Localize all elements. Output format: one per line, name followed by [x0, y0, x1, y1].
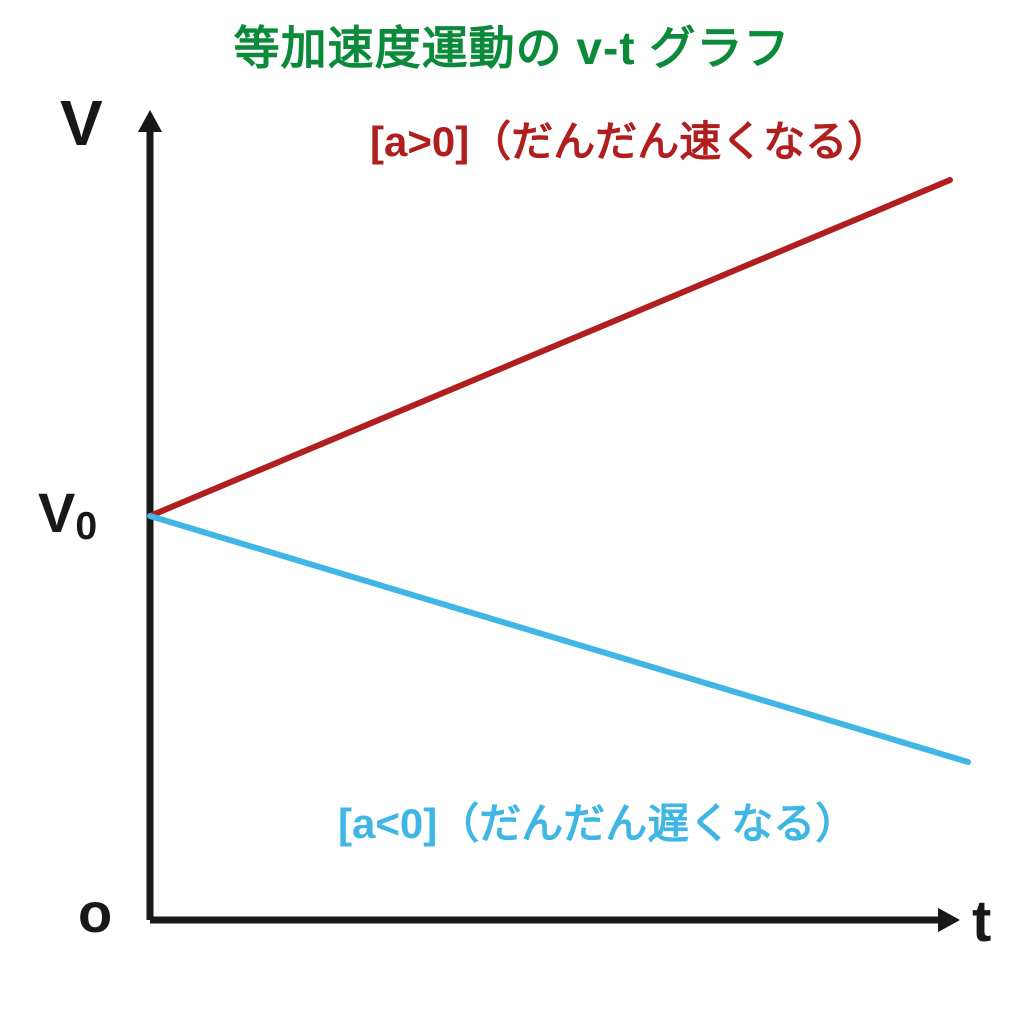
- chart-container: 等加速度運動の v-t グラフ V t o V0 [a>0]（だんだん速くなる）…: [0, 0, 1024, 1024]
- v0-label-sub: 0: [75, 505, 97, 548]
- v0-label-main: V: [38, 481, 75, 544]
- y-axis-arrowhead: [138, 110, 162, 132]
- v0-label: V0: [38, 480, 97, 545]
- series-a-negative: [150, 516, 968, 762]
- x-axis-arrowhead: [938, 908, 960, 932]
- series-a-negative-label: [a<0]（だんだん遅くなる）: [338, 790, 857, 851]
- series-a-positive: [150, 180, 950, 516]
- y-axis-label: V: [60, 86, 103, 160]
- x-axis-label: t: [972, 888, 991, 955]
- origin-label: o: [78, 880, 112, 945]
- series-a-positive-label: [a>0]（だんだん速くなる）: [370, 108, 889, 169]
